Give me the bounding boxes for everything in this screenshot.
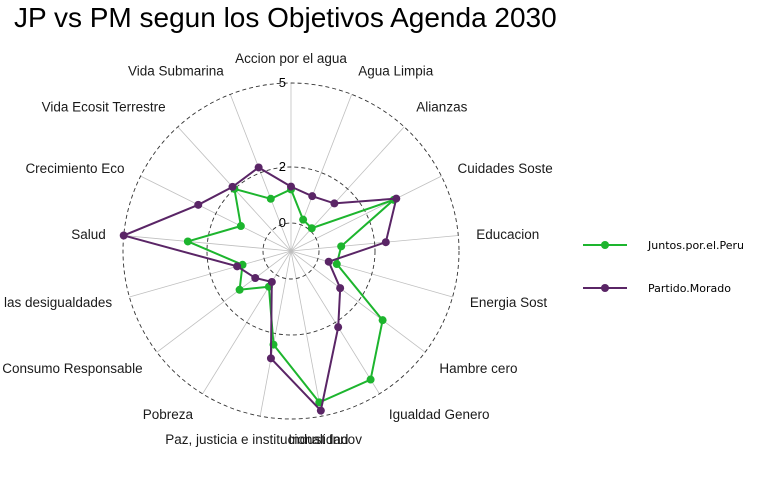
axis-label: Alianzas <box>416 100 467 115</box>
data-point <box>119 231 128 240</box>
series-line <box>184 187 395 404</box>
grid-ring <box>122 82 460 420</box>
data-point <box>366 375 375 384</box>
grid-layer <box>122 82 460 420</box>
data-point <box>330 199 339 208</box>
series-layer <box>119 163 401 415</box>
axis-label: Salud <box>71 227 106 242</box>
data-point <box>378 316 387 325</box>
axis-label: Energia Sost <box>470 295 548 310</box>
spoke-line <box>290 250 426 353</box>
spoke-line <box>156 250 292 353</box>
axis-label: Pobreza <box>143 407 194 422</box>
data-point <box>266 354 275 363</box>
axis-label: Produccion y Consumo Responsable <box>0 361 143 376</box>
legend: Juntos.por.el.Peru Partido.Morado <box>583 239 744 295</box>
axis-label: Indust Innov <box>288 432 362 447</box>
data-point <box>337 242 346 251</box>
data-point <box>254 163 263 172</box>
data-point <box>228 182 237 191</box>
data-point <box>307 224 316 233</box>
spoke-line <box>290 175 442 252</box>
data-point <box>287 182 295 191</box>
axis-label: Cuidades Soste <box>458 161 553 176</box>
series-line <box>120 166 398 413</box>
axis-label: Accion por el agua <box>235 51 347 66</box>
tick-label: 5 <box>279 75 286 90</box>
axis-labels: 0 2 5 Accion por el agua Agua Limpia Alianzas… <box>0 51 553 447</box>
spoke-line <box>123 235 292 252</box>
data-point <box>334 323 343 332</box>
grid-ring <box>262 222 320 280</box>
tick-label: 0 <box>279 215 286 230</box>
data-point <box>308 192 317 201</box>
data-point <box>336 284 345 293</box>
axis-label: Reduccion de las desigualdades <box>0 295 112 310</box>
grid-ring <box>206 166 376 336</box>
axis-label: Educacion <box>476 227 539 242</box>
data-point <box>381 238 390 247</box>
axis-label: Vida Ecosit Terrestre <box>42 100 166 115</box>
data-point <box>267 277 276 286</box>
chart-title: JP vs PM segun los Objetivos Agenda 2030 <box>14 2 557 33</box>
data-point <box>392 194 401 203</box>
axis-label: Crecimiento Eco <box>25 161 124 176</box>
axis-label: Hambre cero <box>439 361 517 376</box>
legend-marker <box>601 241 609 249</box>
spoke-line <box>290 94 353 252</box>
axis-label: Igualdad Genero <box>389 407 490 422</box>
data-point <box>233 262 242 271</box>
data-point <box>332 260 341 269</box>
data-point <box>251 273 260 282</box>
data-point <box>236 222 245 231</box>
data-point <box>266 194 275 203</box>
data-point <box>299 215 308 224</box>
axis-label: Vida Submarina <box>128 64 224 79</box>
data-point <box>316 406 325 415</box>
axis-label: Agua Limpia <box>358 64 434 79</box>
data-point <box>235 285 244 294</box>
legend-marker <box>601 284 609 292</box>
data-point <box>194 200 203 209</box>
legend-label: Juntos.por.el.Peru <box>647 239 744 252</box>
data-point <box>324 257 333 266</box>
data-point <box>183 237 192 246</box>
axis-label: Paz, justicia e institucionalidad <box>165 432 348 447</box>
tick-label: 2 <box>279 159 286 174</box>
legend-label: Partido.Morado <box>648 282 731 295</box>
